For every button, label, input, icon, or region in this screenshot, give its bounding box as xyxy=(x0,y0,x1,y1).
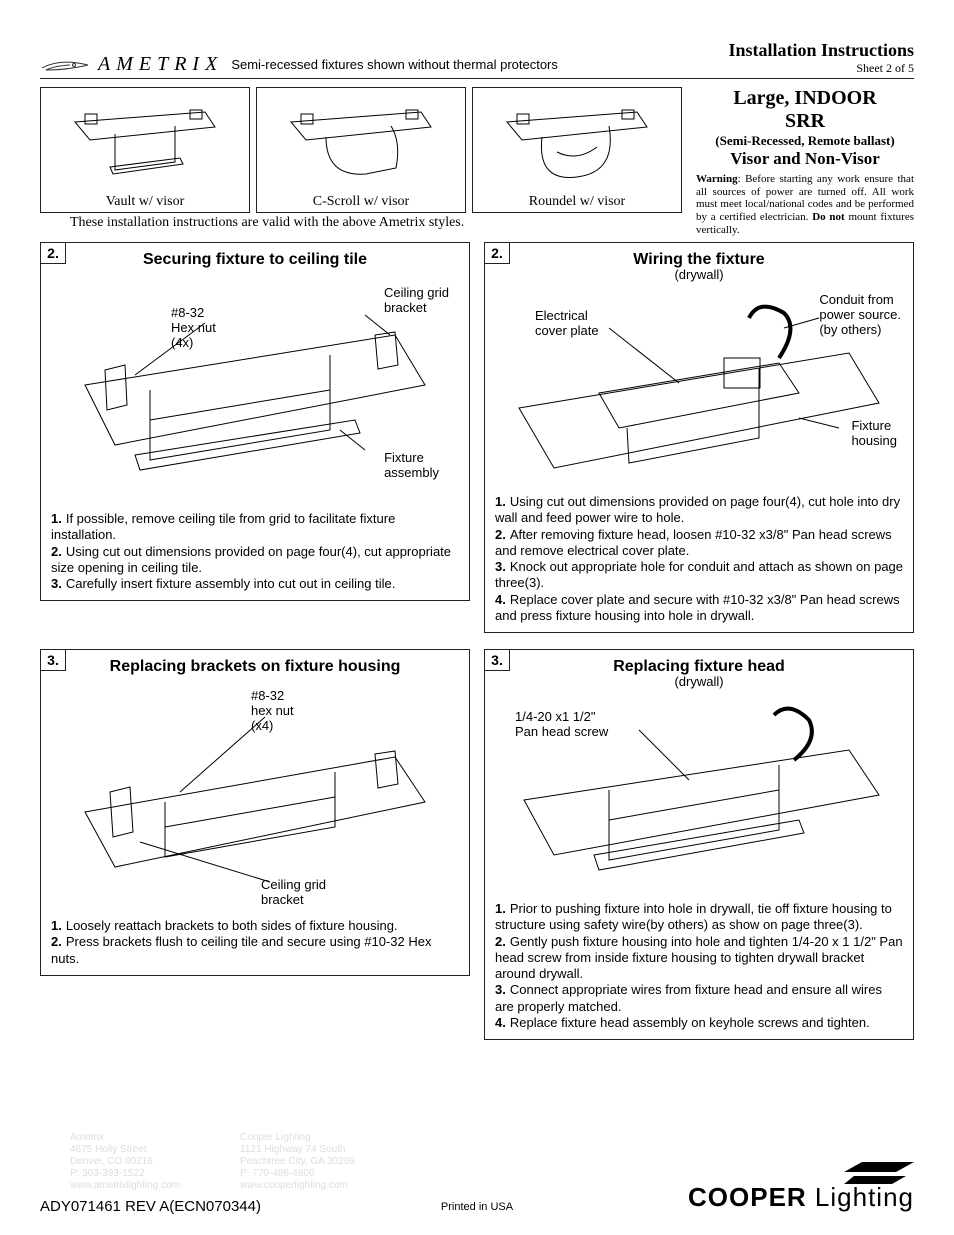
product-title-3: Visor and Non-Visor xyxy=(696,149,914,169)
top-note: Semi-recessed fixtures shown without the… xyxy=(231,57,558,72)
panel-steps: 1.Loosely reattach brackets to both side… xyxy=(51,918,459,967)
style-box-vault: Vault w/ visor xyxy=(40,87,250,213)
callout-grid-bracket: Ceiling grid bracket xyxy=(261,877,326,907)
panel-steps: 1.Prior to pushing fixture into hole in … xyxy=(495,901,903,1031)
panels-row-1: 2. Securing fixture to ceiling tile xyxy=(40,242,914,643)
panel-diagram: 1/4-20 x1 1/2" Pan head screw xyxy=(495,695,903,895)
panel-securing-ceiling: 2. Securing fixture to ceiling tile xyxy=(40,242,470,601)
header-bar: AMETRIX Semi-recessed fixtures shown wit… xyxy=(40,40,914,79)
product-title-2: SRR xyxy=(696,110,914,133)
callout-assembly: Fixture assembly xyxy=(384,450,439,480)
callout-panhead: 1/4-20 x1 1/2" Pan head screw xyxy=(515,709,608,739)
cooper-logo: COOPER Lighting xyxy=(688,1162,914,1213)
styles-caption: These installation instructions are vali… xyxy=(70,215,682,231)
address-ametrix: Ametrix 4675 Holly Street Denver, CO 802… xyxy=(70,1132,180,1192)
brand-name: AMETRIX xyxy=(98,53,223,76)
style-label: Vault w/ visor xyxy=(45,194,245,210)
panel-diagram: Electrical cover plate Conduit from powe… xyxy=(495,288,903,488)
address-cooper: Cooper Lighting 1121 Highway 74 South Pe… xyxy=(240,1132,355,1192)
vault-diagram-icon xyxy=(55,92,235,192)
panel-subtitle: (drywall) xyxy=(495,267,903,282)
warning-text: Warning: Before starting any work ensure… xyxy=(696,173,914,236)
panel-title: Replacing brackets on fixture housing xyxy=(51,658,459,676)
step-number: 2. xyxy=(484,242,510,264)
brand-block: AMETRIX Semi-recessed fixtures shown wit… xyxy=(40,53,558,76)
sheet-number: Sheet 2 of 5 xyxy=(728,61,914,76)
page: AMETRIX Semi-recessed fixtures shown wit… xyxy=(0,0,954,1235)
cscroll-diagram-icon xyxy=(271,92,451,192)
callout-hexnut: #8-32 hex nut (x4) xyxy=(251,688,294,733)
footer: Ametrix 4675 Holly Street Denver, CO 802… xyxy=(40,1132,914,1213)
step-number: 3. xyxy=(40,649,66,671)
panel-subtitle: (drywall) xyxy=(495,674,903,689)
product-title-1: Large, INDOOR xyxy=(696,87,914,110)
warning-label: Warning xyxy=(696,173,738,185)
style-label: Roundel w/ visor xyxy=(477,194,677,210)
styles-row: Vault w/ visor C-Scroll w/ visor xyxy=(40,87,682,213)
panel-diagram: #8-32 Hex nut (4x) Ceiling grid bracket … xyxy=(51,275,459,505)
panel-steps: 1.If possible, remove ceiling tile from … xyxy=(51,511,459,592)
product-title-block: Large, INDOOR SRR (Semi-Recessed, Remote… xyxy=(696,87,914,169)
callout-housing: Fixture housing xyxy=(851,418,897,448)
brand-swoosh-icon xyxy=(40,56,90,74)
callout-grid-bracket: Ceiling grid bracket xyxy=(384,285,449,315)
panel-replacing-brackets: 3. Replacing brackets on fixture housing… xyxy=(40,649,470,976)
panels-row-2: 3. Replacing brackets on fixture housing… xyxy=(40,649,914,1050)
style-box-cscroll: C-Scroll w/ visor xyxy=(256,87,466,213)
panel-diagram: #8-32 hex nut (x4) Ceiling grid bracket xyxy=(51,682,459,912)
callout-cover-plate: Electrical cover plate xyxy=(535,308,599,338)
step-number: 2. xyxy=(40,242,66,264)
roundel-diagram-icon xyxy=(487,92,667,192)
style-label: C-Scroll w/ visor xyxy=(261,194,461,210)
style-box-roundel: Roundel w/ visor xyxy=(472,87,682,213)
callout-conduit: Conduit from power source. (by others) xyxy=(819,292,901,337)
panel-replacing-head: 3. Replacing fixture head (drywall) 1/4-… xyxy=(484,649,914,1040)
step-number: 3. xyxy=(484,649,510,671)
callout-hexnut: #8-32 Hex nut (4x) xyxy=(171,305,216,350)
panel-title: Securing fixture to ceiling tile xyxy=(51,251,459,269)
doc-title-block: Installation Instructions Sheet 2 of 5 xyxy=(728,40,914,76)
product-subtitle: (Semi-Recessed, Remote ballast) xyxy=(696,133,914,149)
panel-wiring-fixture: 2. Wiring the fixture (drywall) xyxy=(484,242,914,633)
doc-title: Installation Instructions xyxy=(728,40,914,61)
panel-steps: 1.Using cut out dimensions provided on p… xyxy=(495,494,903,624)
